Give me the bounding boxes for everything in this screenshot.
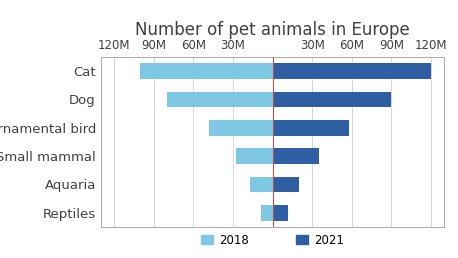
Title: Number of pet animals in Europe: Number of pet animals in Europe [135,21,410,38]
Bar [273,177,299,192]
Bar [167,92,273,107]
Bar [141,63,273,79]
Legend: 2018, 2021: 2018, 2021 [196,229,349,252]
Bar [250,177,273,192]
Bar [273,63,431,79]
Bar [273,148,319,164]
Bar [235,148,273,164]
Bar [273,92,392,107]
Bar [273,120,349,135]
Bar [261,205,273,221]
Bar [209,120,273,135]
Bar [273,205,289,221]
